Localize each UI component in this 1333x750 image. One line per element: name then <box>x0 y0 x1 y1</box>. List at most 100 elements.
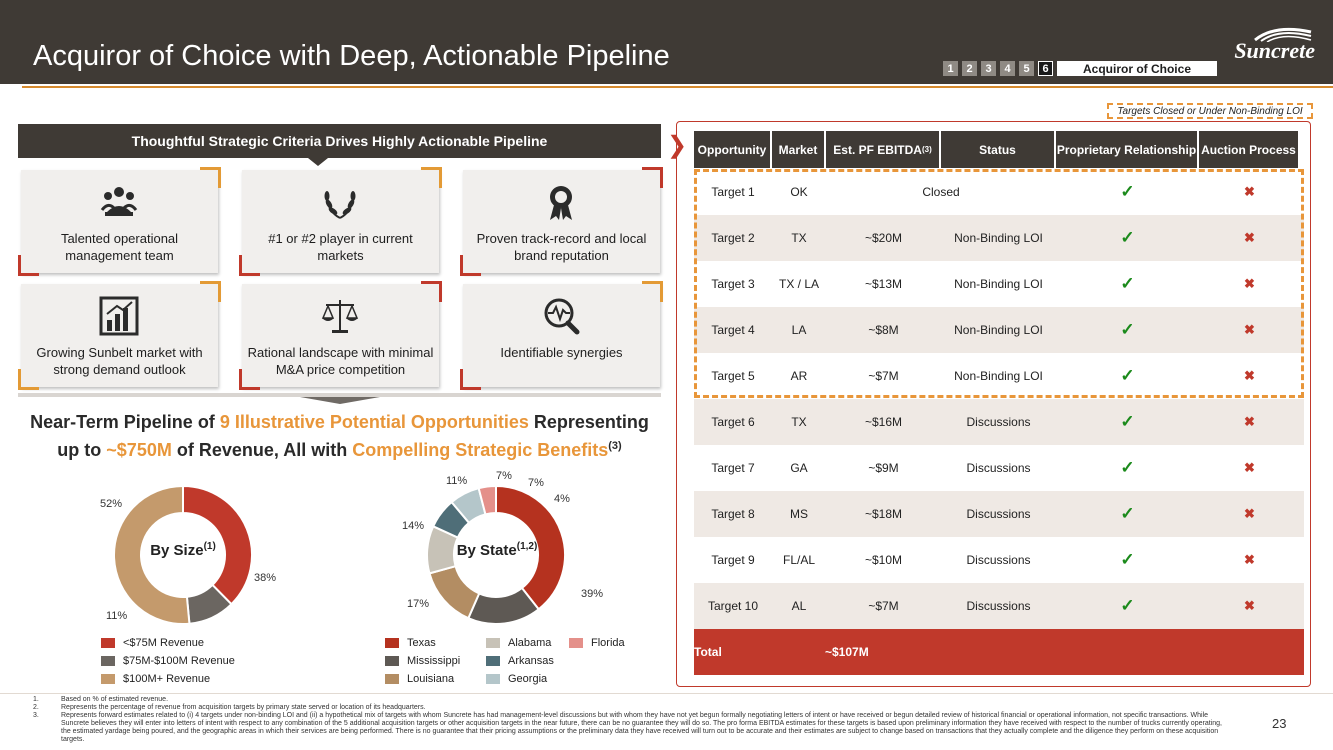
tile-corner <box>239 369 260 390</box>
donut-slice-texas <box>495 485 566 611</box>
check-icon: ✓ <box>1120 550 1135 569</box>
legend-label: Florida <box>591 637 625 649</box>
footnote-number: 1. <box>33 696 39 703</box>
cell-ebitda: ~$20M <box>864 231 903 245</box>
check-icon: ✓ <box>1120 320 1135 339</box>
nav-page-3[interactable]: 3 <box>981 61 996 76</box>
cell-status: Closed <box>922 185 960 199</box>
size-legend-item: <$75M Revenue <box>101 637 204 649</box>
footnote-number: 2. <box>33 704 39 711</box>
state-legend-item: Georgia <box>486 673 547 685</box>
tile-corner <box>642 281 663 302</box>
check-icon: ✓ <box>1120 412 1135 431</box>
tile-label: Growing Sunbelt market with strong deman… <box>36 345 203 377</box>
page-number: 23 <box>1272 716 1287 731</box>
legend-swatch <box>101 656 115 666</box>
criteria-tile: Growing Sunbelt market with strong deman… <box>18 281 221 390</box>
cell-ebitda: ~$10M <box>864 553 903 567</box>
cell-status: Non-Binding LOI <box>954 277 1043 291</box>
nav-page-6[interactable]: 6 <box>1038 61 1053 76</box>
legend-swatch <box>486 638 500 648</box>
check-icon: ✓ <box>1120 182 1135 201</box>
donut-title-text: By Size <box>150 542 204 559</box>
table-row: Target 4 LA ~$8M Non-Binding LOI ✓ ✖ <box>694 307 1304 353</box>
donut-title-footnote: (1) <box>203 541 216 552</box>
cell-ebitda: ~$9M <box>868 461 899 475</box>
closed-loi-highlight <box>694 169 1304 398</box>
cell-status: Discussions <box>966 461 1031 475</box>
criteria-tile: Identifiable synergies <box>460 281 663 390</box>
legend-label: $75M-$100M Revenue <box>123 655 235 667</box>
cross-icon: ✖ <box>1244 184 1255 199</box>
cell-opportunity: Target 3 <box>711 277 755 291</box>
state-legend-item: Alabama <box>486 637 551 649</box>
down-arrow-icon <box>300 397 380 404</box>
tile-corner <box>18 369 39 390</box>
cross-icon: ✖ <box>1244 368 1255 383</box>
table-row: Target 3 TX / LA ~$13M Non-Binding LOI ✓ ✖ <box>694 261 1304 307</box>
criteria-heading: Thoughtful Strategic Criteria Drives Hig… <box>18 124 661 158</box>
footnote-text: Represents the percentage of revenue fro… <box>61 704 426 711</box>
laurel-icon <box>324 191 356 219</box>
cell-ebitda: ~$18M <box>864 507 903 521</box>
scales-icon <box>321 300 359 333</box>
page-title: Acquiror of Choice with Deep, Actionable… <box>33 40 670 72</box>
state-slice-label: 7% <box>496 470 512 482</box>
tile-corner <box>460 255 481 276</box>
section-divider <box>18 393 661 397</box>
pipeline-heading-highlight: Compelling Strategic Benefits <box>352 440 609 460</box>
cell-market: TX / LA <box>778 277 819 291</box>
table-row: Target 8 MS ~$18M Discussions ✓ ✖ <box>694 491 1304 537</box>
pipeline-heading-text: Representing up to <box>57 412 649 460</box>
legend-label: Texas <box>407 637 436 649</box>
cell-opportunity: Target 10 <box>707 599 759 613</box>
cell-opportunity: Target 5 <box>711 369 755 383</box>
legend-swatch <box>385 674 399 684</box>
donut-title-footnote: (1,2) <box>516 541 538 552</box>
check-icon: ✓ <box>1120 366 1135 385</box>
cell-market: AL <box>791 599 807 613</box>
state-legend-item: Florida <box>569 637 625 649</box>
size-legend-item: $75M-$100M Revenue <box>101 655 235 667</box>
check-icon: ✓ <box>1120 596 1135 615</box>
tile-corner <box>200 167 221 188</box>
legend-swatch <box>385 638 399 648</box>
cell-status: Discussions <box>966 507 1031 521</box>
cell-status: Non-Binding LOI <box>954 231 1043 245</box>
cell-market: TX <box>791 231 807 245</box>
table-row: Target 9 FL/AL ~$10M Discussions ✓ ✖ <box>694 537 1304 583</box>
size-donut-chart <box>113 485 253 625</box>
tile-corner <box>200 281 221 302</box>
donut-slice-florida <box>477 485 497 516</box>
total-label: Total <box>694 645 722 659</box>
legend-swatch <box>486 674 500 684</box>
nav-page-4[interactable]: 4 <box>1000 61 1015 76</box>
criteria-tile: #1 or #2 player in current markets <box>239 167 442 276</box>
bar-chart-icon <box>99 296 139 336</box>
cross-icon: ✖ <box>1244 276 1255 291</box>
table-row: Target 6 TX ~$16M Discussions ✓ ✖ <box>694 399 1304 445</box>
donut-slice-louisiana <box>428 564 481 620</box>
col-header-opportunity: Opportunity <box>694 131 770 168</box>
cell-opportunity: Target 2 <box>711 231 755 245</box>
check-icon: ✓ <box>1120 458 1135 477</box>
footnote-text: Represents forward estimates related to … <box>61 712 1222 743</box>
cell-status: Discussions <box>966 553 1031 567</box>
nav-page-1[interactable]: 1 <box>943 61 958 76</box>
legend-label: Georgia <box>508 673 548 685</box>
legend-swatch <box>569 638 583 648</box>
footnote-number: 3. <box>33 712 39 719</box>
closed-loi-legend: Targets Closed or Under Non-Binding LOI <box>1107 103 1313 119</box>
cell-market: MS <box>790 507 808 521</box>
size-legend-item: $100M+ Revenue <box>101 673 210 685</box>
legend-swatch <box>101 638 115 648</box>
pipeline-heading-text: of Revenue, All with <box>171 440 353 460</box>
size-donut-title: By Size(1) <box>143 537 223 561</box>
criteria-tile: Proven track-record and local brand repu… <box>460 167 663 276</box>
pipeline-table-frame <box>676 121 1311 687</box>
nav-page-5[interactable]: 5 <box>1019 61 1034 76</box>
table-row: Target 2 TX ~$20M Non-Binding LOI ✓ ✖ <box>694 215 1304 261</box>
cross-icon: ✖ <box>1244 230 1255 245</box>
state-donut-title: By State(1,2) <box>452 537 542 561</box>
nav-page-2[interactable]: 2 <box>962 61 977 76</box>
